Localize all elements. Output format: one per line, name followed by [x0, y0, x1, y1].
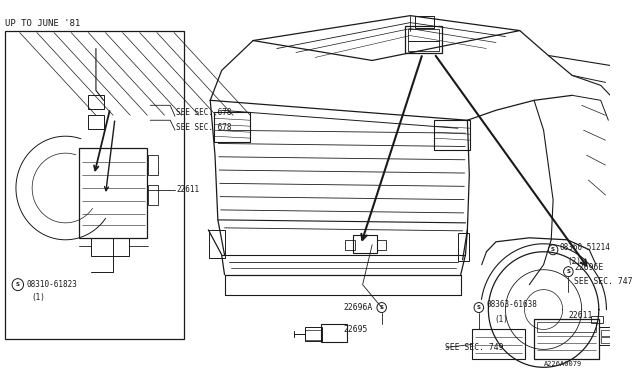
Bar: [415, 16, 434, 28]
Text: 08310-61823: 08310-61823: [26, 280, 77, 289]
Text: SEE SEC. 749: SEE SEC. 749: [445, 343, 503, 352]
Bar: [406, 26, 442, 54]
Bar: [148, 155, 158, 175]
Text: 22611: 22611: [568, 311, 593, 320]
Text: 08360-51214: 08360-51214: [560, 243, 611, 252]
Bar: [408, 41, 439, 51]
Bar: [88, 115, 104, 129]
Text: S: S: [477, 305, 481, 310]
Text: SEE SEC. 678: SEE SEC. 678: [176, 108, 232, 117]
Text: S: S: [380, 305, 383, 310]
Bar: [601, 337, 611, 343]
Bar: [599, 327, 612, 346]
Bar: [534, 320, 599, 359]
Text: (1): (1): [494, 315, 508, 324]
Text: A226A0079: A226A0079: [543, 361, 582, 367]
Bar: [353, 235, 377, 253]
Bar: [434, 120, 470, 150]
Text: S: S: [16, 282, 20, 287]
Bar: [601, 330, 611, 336]
Text: SEE SEC. 678: SEE SEC. 678: [176, 123, 232, 132]
Text: 08363-61638: 08363-61638: [486, 300, 538, 309]
Bar: [148, 185, 158, 205]
Bar: [472, 330, 525, 359]
Bar: [91, 238, 129, 256]
Text: 22695: 22695: [344, 325, 368, 334]
Bar: [591, 315, 603, 324]
Bar: [209, 230, 225, 258]
Text: 22696E: 22696E: [574, 263, 604, 272]
Text: 22696A: 22696A: [344, 303, 373, 312]
Bar: [4, 31, 184, 339]
Text: UP TO JUNE '81: UP TO JUNE '81: [6, 19, 81, 28]
Bar: [321, 324, 348, 342]
Text: S: S: [551, 247, 555, 252]
Bar: [537, 323, 596, 333]
Bar: [79, 148, 147, 238]
Bar: [214, 112, 250, 142]
Text: SEE SEC. 747: SEE SEC. 747: [574, 277, 632, 286]
Bar: [458, 233, 469, 261]
Bar: [88, 95, 104, 109]
Text: (2): (2): [568, 257, 581, 266]
Bar: [408, 29, 439, 41]
Bar: [346, 240, 355, 250]
Bar: [305, 330, 321, 340]
Text: 22611: 22611: [176, 186, 199, 195]
Text: (1): (1): [31, 293, 45, 302]
Text: S: S: [566, 269, 570, 274]
Bar: [305, 327, 322, 341]
Bar: [377, 240, 387, 250]
